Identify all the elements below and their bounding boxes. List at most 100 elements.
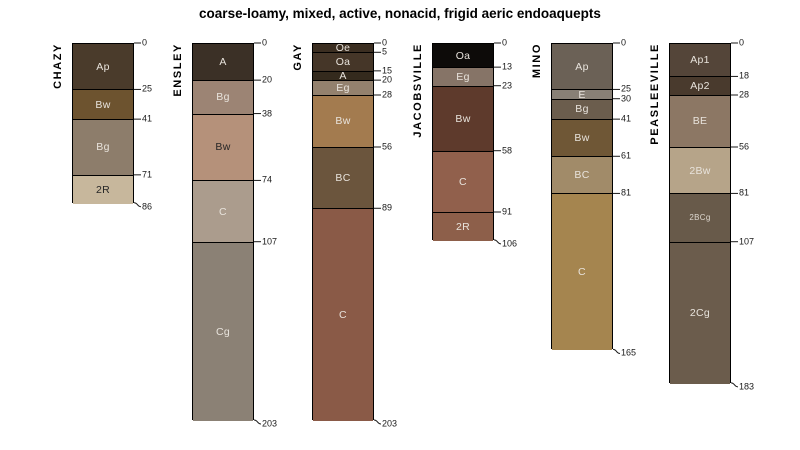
depth-tick-label: 20 bbox=[382, 74, 393, 85]
soil-column-gay: Oe Oa A Eg Bw BC C bbox=[312, 41, 374, 421]
horizon-label: Ap bbox=[575, 60, 589, 73]
horizon-2cg: 2Cg bbox=[670, 242, 730, 384]
horizon-eg: Eg bbox=[313, 81, 373, 96]
chart-title: coarse-loamy, mixed, active, nonacid, fr… bbox=[199, 6, 601, 21]
horizon-oa: Oa bbox=[433, 44, 493, 69]
depth-tick-label: 13 bbox=[502, 61, 513, 72]
horizon-label: BC bbox=[335, 171, 351, 184]
horizon-label: Cg bbox=[215, 325, 231, 338]
horizon-label: C bbox=[219, 205, 227, 218]
depth-tick-label: 15 bbox=[382, 65, 393, 76]
horizon-bw: Bw bbox=[313, 95, 373, 148]
depth-tick-label: 81 bbox=[621, 187, 632, 198]
horizon-c: C bbox=[552, 194, 612, 351]
depth-tick-label: 0 bbox=[621, 37, 627, 48]
horizon-c: C bbox=[193, 181, 253, 243]
horizon-c: C bbox=[313, 209, 373, 421]
horizon-a: A bbox=[313, 69, 373, 82]
horizon-label: Oe bbox=[335, 41, 351, 54]
depth-tick-label: 89 bbox=[382, 202, 393, 213]
depth-tick-label: 91 bbox=[502, 206, 513, 217]
profile-name-peasleeville: PEASLEEVILLE bbox=[649, 43, 661, 145]
horizon-e: E bbox=[552, 88, 612, 101]
depth-tick-label: 81 bbox=[739, 187, 750, 198]
horizon-bw: Bw bbox=[73, 90, 133, 121]
depth-tick-label: 86 bbox=[142, 201, 153, 212]
horizon-label: Bw bbox=[574, 131, 590, 144]
depth-tick-label: 41 bbox=[142, 113, 153, 124]
depth-tick-label: 41 bbox=[621, 113, 632, 124]
depth-tick-label: 25 bbox=[621, 83, 632, 94]
horizon-label: Bw bbox=[335, 115, 351, 128]
horizon-label: Ap2 bbox=[690, 79, 710, 92]
depth-tick-label: 107 bbox=[262, 236, 278, 247]
soil-column-mino: Ap E Bg Bw BC C bbox=[551, 43, 613, 351]
horizon-label: Bg bbox=[96, 141, 110, 154]
depth-tick-label: 203 bbox=[262, 418, 278, 429]
profile-name-jacobsville: JACOBSVILLE bbox=[412, 43, 424, 138]
depth-tick-label: 56 bbox=[739, 141, 750, 152]
horizon-bc: BC bbox=[313, 147, 373, 210]
horizon-label: C bbox=[339, 308, 347, 321]
horizon-label: Ap bbox=[96, 60, 110, 73]
depth-tick-label: 107 bbox=[739, 236, 755, 247]
soil-column-chazy: Ap Bw Bg 2R bbox=[72, 43, 134, 204]
horizon-be: BE bbox=[670, 95, 730, 148]
horizon-label: BE bbox=[692, 115, 708, 128]
horizon-label: 2R bbox=[95, 183, 111, 196]
horizon-bg: Bg bbox=[73, 120, 133, 176]
horizon-c: C bbox=[433, 151, 493, 213]
horizon-label: Bw bbox=[215, 141, 231, 154]
depth-tick-label: 30 bbox=[621, 93, 632, 104]
horizon-oe: Oe bbox=[313, 41, 373, 54]
depth-tick-label: 0 bbox=[739, 37, 745, 48]
depth-tick-label: 23 bbox=[502, 80, 513, 91]
horizon-label: Ap1 bbox=[690, 53, 710, 66]
horizon-oa: Oa bbox=[313, 53, 373, 72]
horizon-label: 2BCg bbox=[689, 213, 711, 223]
depth-tick-label: 0 bbox=[382, 37, 388, 48]
horizon-ap2: Ap2 bbox=[670, 77, 730, 96]
horizon-2bcg: 2BCg bbox=[670, 194, 730, 243]
horizon-bw: Bw bbox=[433, 86, 493, 152]
horizon-ap1: Ap1 bbox=[670, 44, 730, 78]
depth-tick-label: 61 bbox=[621, 150, 632, 161]
horizon-ap: Ap bbox=[73, 44, 133, 91]
horizon-label: A bbox=[339, 69, 347, 82]
depth-tick-label: 165 bbox=[621, 347, 637, 358]
depth-tick-label: 18 bbox=[739, 70, 750, 81]
depth-tick-label: 25 bbox=[142, 83, 153, 94]
horizon-label: Eg bbox=[456, 70, 470, 83]
horizon-bg: Bg bbox=[552, 99, 612, 121]
horizon-label: C bbox=[459, 175, 467, 188]
horizon-label: Bw bbox=[455, 112, 471, 125]
depth-tick-label: 28 bbox=[739, 89, 750, 100]
horizon-2bw: 2Bw bbox=[670, 147, 730, 195]
horizon-label: 2R bbox=[455, 220, 471, 233]
depth-tick-label: 106 bbox=[502, 238, 518, 249]
horizon-label: BC bbox=[574, 169, 590, 182]
horizon-label: Bg bbox=[575, 103, 589, 116]
depth-tick-label: 0 bbox=[502, 37, 508, 48]
depth-tick-label: 56 bbox=[382, 141, 393, 152]
horizon-label: E bbox=[578, 88, 586, 101]
horizon-label: 2Cg bbox=[689, 307, 711, 319]
depth-tick-label: 0 bbox=[262, 37, 268, 48]
depth-tick-label: 58 bbox=[502, 145, 513, 156]
horizon-bw: Bw bbox=[552, 120, 612, 158]
horizon-label: Oa bbox=[455, 49, 471, 62]
horizon-label: Oa bbox=[335, 55, 351, 68]
soil-column-jacobsville: Oa Eg Bw C 2R bbox=[432, 43, 494, 241]
horizon-label: Bw bbox=[95, 98, 111, 111]
horizon-label: C bbox=[578, 266, 586, 279]
horizon-2r: 2R bbox=[73, 175, 133, 204]
horizon-2r: 2R bbox=[433, 212, 493, 241]
horizon-ap: Ap bbox=[552, 44, 612, 91]
depth-tick-label: 20 bbox=[262, 74, 273, 85]
depth-tick-label: 203 bbox=[382, 418, 398, 429]
horizon-label: Bg bbox=[216, 91, 230, 104]
depth-tick-label: 74 bbox=[262, 174, 273, 185]
depth-tick-label: 0 bbox=[142, 37, 148, 48]
